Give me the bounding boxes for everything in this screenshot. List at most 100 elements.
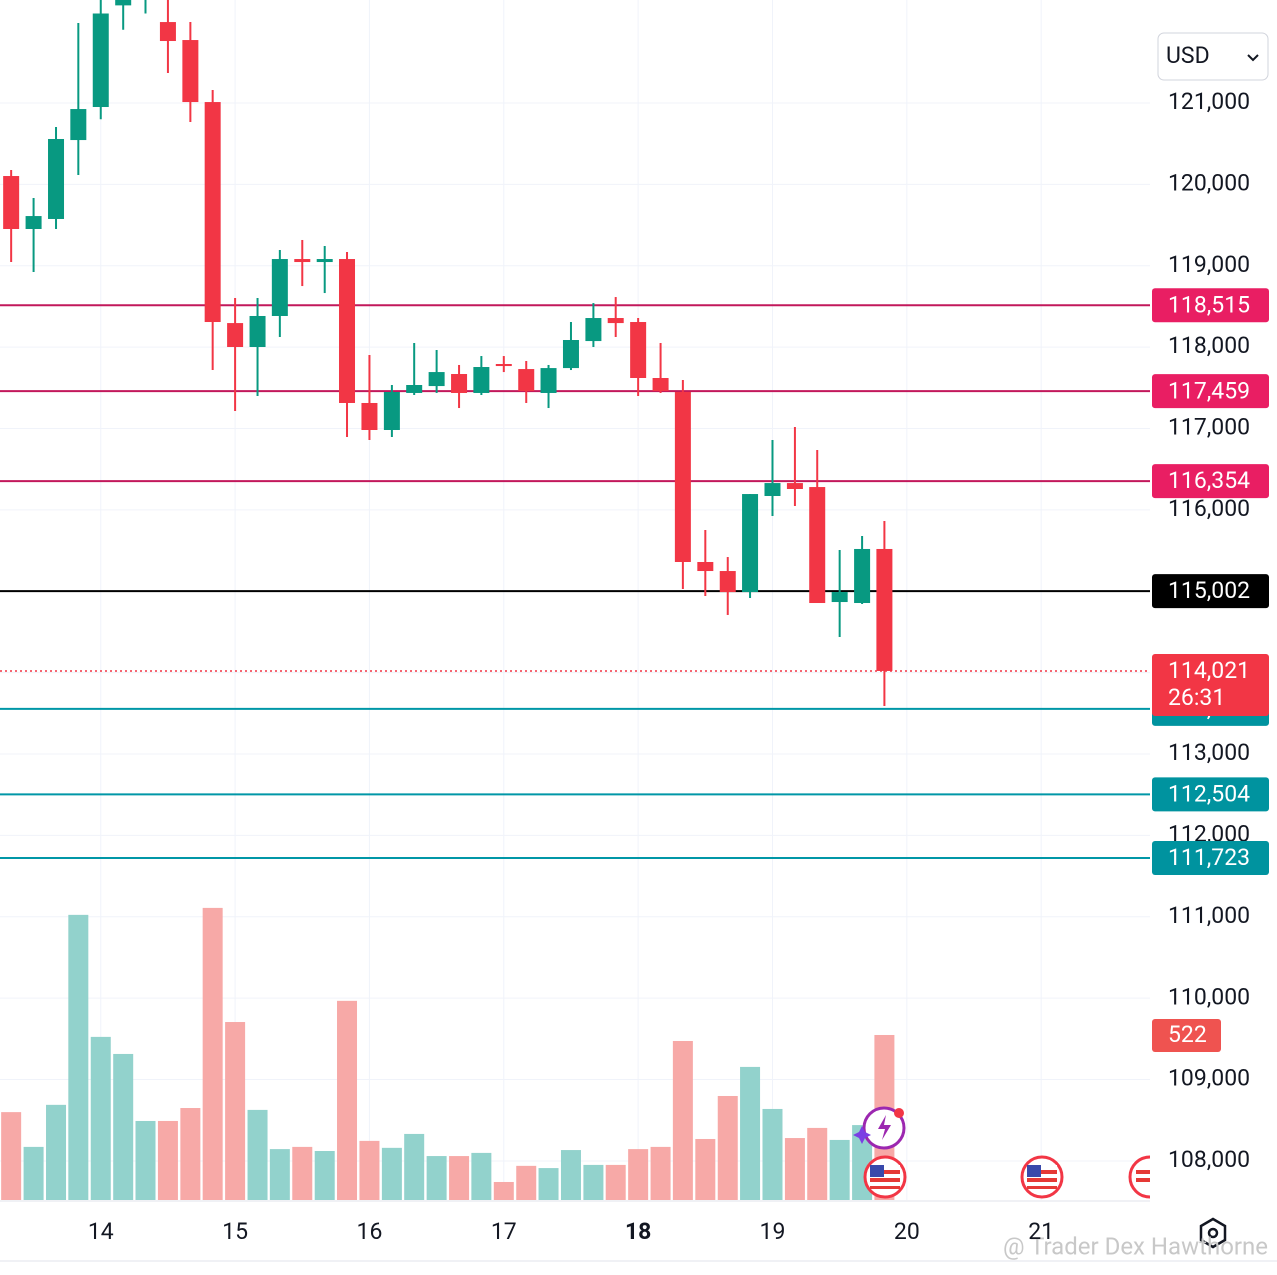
candle-body bbox=[383, 391, 400, 431]
watermark: @ Trader Dex Hawthorne bbox=[1003, 1232, 1268, 1260]
volume-bar bbox=[381, 1147, 402, 1200]
ai-icon[interactable] bbox=[853, 1106, 906, 1150]
volume-bar bbox=[359, 1140, 380, 1200]
y-tick-label: 121,000 bbox=[1168, 88, 1250, 115]
volume-bar bbox=[225, 1022, 246, 1200]
candle-body bbox=[204, 102, 221, 323]
volume-bar bbox=[180, 1108, 201, 1200]
candle-body bbox=[607, 318, 624, 324]
volume-label-box bbox=[1152, 1018, 1221, 1052]
us-event-flag[interactable] bbox=[1020, 1155, 1064, 1199]
volume-bar bbox=[1, 1112, 22, 1200]
volume-layer bbox=[1, 907, 895, 1200]
candle-body bbox=[70, 109, 87, 141]
us-event-flag-partial[interactable] bbox=[1128, 1155, 1151, 1199]
countdown-label: 26:31 bbox=[1168, 684, 1225, 711]
price-line-label-box bbox=[1152, 464, 1269, 499]
price-line-label: 111,723 bbox=[1168, 844, 1250, 871]
volume-bar bbox=[68, 914, 89, 1200]
price-lines bbox=[0, 304, 1150, 859]
volume-bar bbox=[247, 1109, 268, 1200]
volume-bar bbox=[135, 1120, 156, 1200]
volume-bar bbox=[717, 1095, 738, 1200]
candle-body bbox=[719, 571, 736, 593]
y-tick-label: 116,000 bbox=[1168, 495, 1250, 522]
x-tick-label: 15 bbox=[222, 1218, 248, 1245]
candle-body bbox=[585, 318, 602, 342]
candle-body bbox=[428, 372, 445, 387]
volume-bar bbox=[202, 907, 223, 1200]
candle-body bbox=[227, 323, 244, 347]
y-tick-label: 120,000 bbox=[1168, 169, 1250, 196]
volume-bar bbox=[426, 1156, 447, 1200]
price-line-label: 115,002 bbox=[1168, 577, 1250, 604]
y-tick-label: 113,000 bbox=[1168, 739, 1250, 766]
candle-body bbox=[406, 384, 423, 393]
us-event-flag[interactable] bbox=[863, 1155, 907, 1199]
x-tick-label: 14 bbox=[88, 1218, 114, 1245]
x-tick-label: 19 bbox=[760, 1218, 786, 1245]
volume-bar bbox=[337, 1000, 358, 1200]
volume-bar bbox=[583, 1164, 604, 1200]
candle-body bbox=[652, 378, 669, 392]
volume-bar bbox=[516, 1165, 537, 1200]
candle-body bbox=[249, 315, 266, 347]
candle-body bbox=[115, 0, 132, 6]
x-tick-label: 16 bbox=[357, 1218, 383, 1245]
price-line-label: 112,504 bbox=[1168, 780, 1250, 807]
candle-body bbox=[294, 259, 311, 263]
x-tick-label: 18 bbox=[625, 1218, 651, 1245]
volume-bar bbox=[314, 1151, 335, 1200]
current-price-label: 114,021 bbox=[1168, 657, 1250, 684]
price-line-label-box bbox=[1152, 374, 1269, 409]
y-tick-label: 119,000 bbox=[1168, 251, 1250, 278]
volume-bar bbox=[538, 1168, 559, 1200]
y-tick-label: 108,000 bbox=[1168, 1146, 1250, 1173]
price-line-label-box bbox=[1152, 288, 1269, 323]
candle-body bbox=[540, 368, 557, 393]
volume-bar bbox=[269, 1149, 290, 1200]
candle-body bbox=[809, 487, 826, 604]
volume-bar bbox=[90, 1036, 111, 1200]
current-price-box bbox=[1152, 653, 1269, 716]
candle-body bbox=[876, 548, 893, 671]
x-tick-label: 21 bbox=[1028, 1218, 1054, 1245]
candle-body bbox=[495, 364, 512, 367]
candle-body bbox=[451, 374, 468, 393]
volume-bar bbox=[695, 1138, 716, 1200]
y-tick-label: 117,000 bbox=[1168, 414, 1250, 441]
volume-bar bbox=[605, 1164, 626, 1200]
price-line-label-box bbox=[1152, 777, 1269, 812]
candle-body bbox=[92, 13, 109, 108]
candle-body bbox=[361, 402, 378, 431]
candle-body bbox=[697, 561, 714, 572]
currency-dropdown[interactable] bbox=[1157, 32, 1269, 81]
settings-button[interactable] bbox=[1199, 1217, 1227, 1249]
volume-bar bbox=[628, 1149, 649, 1200]
candle-body bbox=[786, 483, 803, 490]
volume-bar bbox=[650, 1146, 671, 1200]
volume-bar bbox=[560, 1150, 581, 1200]
volume-bar bbox=[829, 1139, 850, 1200]
candle-body bbox=[518, 369, 535, 392]
volume-bar bbox=[807, 1127, 828, 1200]
candle-body bbox=[742, 494, 759, 593]
volume-bar bbox=[23, 1146, 44, 1200]
y-tick-label: 109,000 bbox=[1168, 1065, 1250, 1092]
candle-body bbox=[25, 216, 42, 229]
y-tick-label: 111,000 bbox=[1168, 902, 1250, 929]
candles bbox=[3, 0, 893, 707]
volume-bar bbox=[404, 1133, 425, 1200]
volume-bar bbox=[784, 1138, 805, 1200]
x-tick-label: 17 bbox=[491, 1218, 517, 1245]
candle-body bbox=[854, 548, 871, 604]
volume-bar bbox=[449, 1156, 470, 1200]
currency-label: USD bbox=[1166, 42, 1210, 69]
volume-bar bbox=[292, 1146, 313, 1200]
volume-bar bbox=[493, 1181, 514, 1200]
candle-body bbox=[473, 367, 490, 393]
candle-body bbox=[48, 138, 65, 219]
volume-label: 522 bbox=[1168, 1021, 1207, 1048]
candle-body bbox=[562, 339, 579, 369]
price-axis: 108,000109,000110,000111,000112,000113,0… bbox=[1168, 88, 1250, 1173]
